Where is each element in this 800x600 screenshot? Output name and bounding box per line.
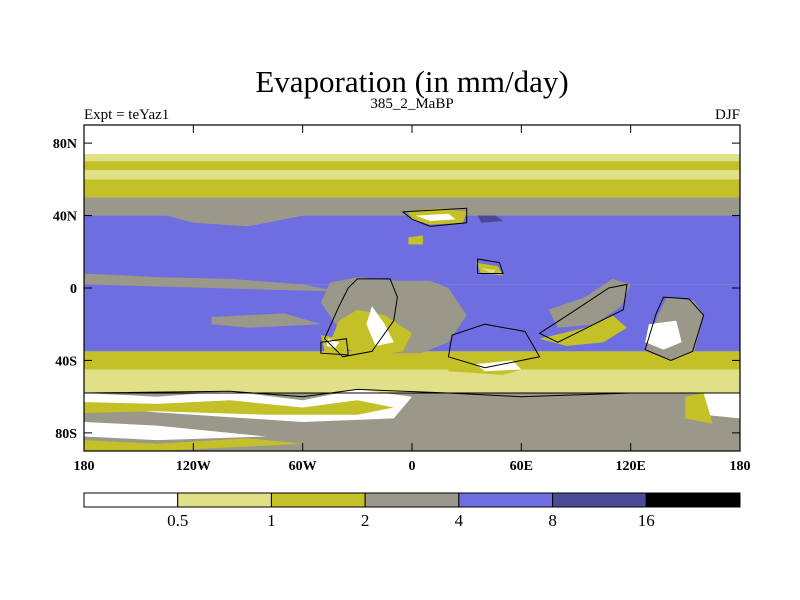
- band-3: [84, 170, 740, 180]
- colorbar-label-0: 0.5: [167, 511, 188, 530]
- y-tick-label-4: 80S: [55, 427, 77, 442]
- field-region-12: [481, 268, 496, 274]
- experiment-label: Expt = teYaz1: [84, 107, 169, 123]
- coastline-4: [447, 323, 541, 369]
- band-1: [84, 153, 740, 162]
- coastline-1: [320, 338, 349, 356]
- field-region-5: [366, 306, 394, 346]
- colorbar: 0.5 1 2 4 8 16: [83, 492, 741, 530]
- x-axis: 180 120W 60W 0 60E 120E 180: [74, 125, 751, 474]
- x-tick-label-2: 60W: [289, 459, 317, 474]
- colorbar-box-5: [552, 492, 647, 508]
- x-tick-label-5: 120E: [615, 459, 645, 474]
- season-label: DJF: [715, 107, 740, 123]
- band-8: [84, 351, 740, 370]
- field-region-17: [645, 320, 682, 350]
- field-region-15: [539, 315, 627, 346]
- field-region-1: [84, 273, 340, 292]
- field-region-26: [685, 393, 713, 424]
- colorbar-label-3: 4: [455, 511, 464, 530]
- colorbar-box-4: [458, 492, 554, 508]
- band-9: [84, 369, 740, 394]
- coastline-0: [323, 278, 398, 358]
- colorbar-box-1: [177, 492, 272, 508]
- field-region-11: [475, 262, 504, 276]
- field-region-0: [84, 201, 394, 227]
- y-tick-label-0: 80N: [53, 137, 77, 152]
- field-region-10: [477, 215, 504, 223]
- field-region-24: [685, 378, 740, 397]
- y-tick-label-2: 0: [70, 282, 77, 297]
- period-label: 385_2_MaBP: [370, 96, 453, 112]
- x-tick-label-1: 120W: [176, 459, 211, 474]
- field-region-22: [84, 422, 267, 441]
- coastline-2: [401, 207, 468, 227]
- field-region-14: [548, 278, 631, 328]
- colorbar-box-3: [364, 492, 460, 508]
- y-tick-label-1: 40N: [53, 210, 77, 225]
- band-4: [84, 179, 740, 198]
- y-axis: 80N 40N 0 40S 80S: [53, 137, 740, 442]
- coastline-6: [644, 296, 705, 361]
- colorbar-box-6: [645, 492, 741, 508]
- map-area: [83, 124, 741, 452]
- x-tick-label-4: 60E: [510, 459, 533, 474]
- field-region-25: [699, 393, 740, 419]
- colorbar-label-1: 1: [267, 511, 276, 530]
- coastline-3: [477, 258, 504, 274]
- x-tick-label-6: 180: [730, 459, 751, 474]
- colorbar-label-5: 16: [638, 511, 655, 530]
- colorbar-label-2: 2: [361, 511, 370, 530]
- y-tick-label-3: 40S: [55, 354, 77, 369]
- band-6: [84, 215, 740, 285]
- coastline-7: [84, 388, 740, 398]
- field-region-9: [415, 213, 456, 221]
- chart-title: Evaporation (in mm/day): [255, 64, 568, 99]
- field-region-3: [211, 313, 321, 328]
- x-tick-label-3: 0: [409, 459, 416, 474]
- coastline-5: [538, 283, 628, 343]
- colorbar-label-4: 8: [548, 511, 557, 530]
- x-tick-label-0: 180: [74, 459, 95, 474]
- band-2: [84, 161, 740, 171]
- field-region-21: [84, 400, 394, 415]
- colorbar-box-0: [83, 492, 179, 508]
- colorbar-box-2: [270, 492, 366, 508]
- field-region-13: [408, 235, 423, 245]
